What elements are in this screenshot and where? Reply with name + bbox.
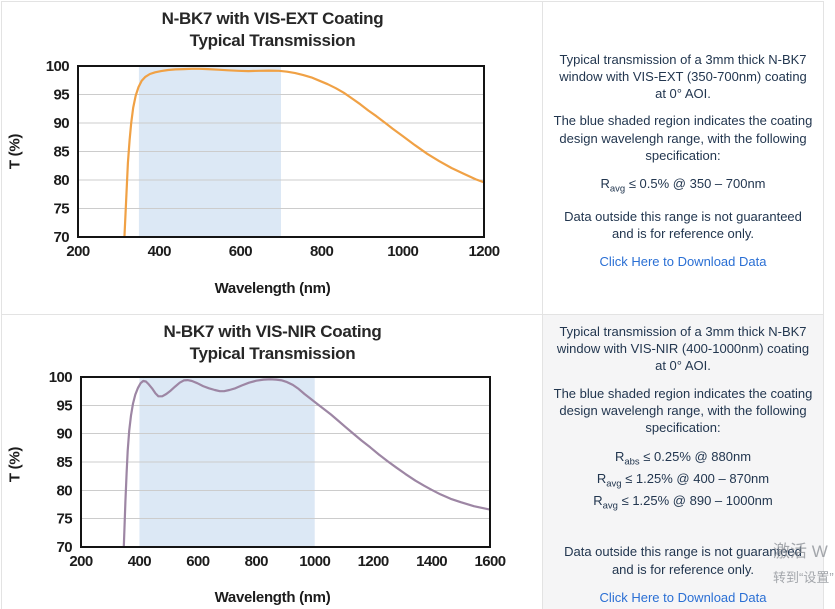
chart-title-line1: N-BK7 with VIS-EXT Coating: [161, 9, 384, 28]
vis-nir-spec-list: Rabs ≤ 0.25% @ 880nm Ravg ≤ 1.25% @ 400 –…: [593, 447, 772, 515]
svg-text:600: 600: [186, 553, 209, 570]
vis-nir-y-axis-label: T (%): [6, 446, 24, 483]
svg-text:800: 800: [245, 553, 268, 570]
row-vis-nir: N-BK7 with VIS-NIR Coating Typical Trans…: [2, 315, 823, 609]
svg-text:1600: 1600: [475, 553, 506, 570]
svg-text:75: 75: [54, 201, 70, 218]
svg-text:80: 80: [54, 172, 70, 189]
spec-line: Ravg ≤ 1.25% @ 890 – 1000nm: [593, 493, 773, 512]
svg-text:1400: 1400: [416, 553, 447, 570]
vis-nir-chart-title: N-BK7 with VIS-NIR Coating Typical Trans…: [2, 321, 543, 365]
svg-text:95: 95: [57, 397, 73, 414]
vis-ext-description-panel: Typical transmission of a 3mm thick N-BK…: [543, 2, 823, 314]
vis-ext-chart-cell: N-BK7 with VIS-EXT Coating Typical Trans…: [2, 2, 543, 314]
svg-text:85: 85: [57, 454, 73, 471]
vis-nir-summary-text: Typical transmission of a 3mm thick N-BK…: [556, 323, 810, 374]
svg-text:1000: 1000: [299, 553, 330, 570]
svg-text:1200: 1200: [358, 553, 389, 570]
svg-text:80: 80: [57, 482, 73, 499]
chart-title-line2: Typical Transmission: [189, 344, 356, 363]
svg-text:70: 70: [54, 229, 70, 246]
row-vis-ext: N-BK7 with VIS-EXT Coating Typical Trans…: [2, 2, 823, 315]
vis-ext-summary-text: Typical transmission of a 3mm thick N-BK…: [559, 51, 807, 102]
svg-text:90: 90: [57, 426, 73, 443]
vis-ext-download-data-link[interactable]: Click Here to Download Data: [599, 254, 767, 270]
svg-text:90: 90: [54, 115, 70, 132]
chart-title-line2: Typical Transmission: [189, 31, 356, 50]
vis-nir-shaded-region-text: The blue shaded region indicates the coa…: [553, 385, 813, 436]
svg-text:85: 85: [54, 144, 70, 161]
vis-nir-download-data-link[interactable]: Click Here to Download Data: [599, 589, 767, 605]
vis-ext-chart-title: N-BK7 with VIS-EXT Coating Typical Trans…: [2, 8, 543, 52]
svg-text:200: 200: [69, 553, 92, 570]
svg-text:800: 800: [310, 243, 333, 260]
svg-text:1000: 1000: [387, 243, 418, 260]
svg-text:400: 400: [148, 243, 171, 260]
spec-line: Rabs ≤ 0.25% @ 880nm: [614, 448, 752, 468]
spec-line: Ravg ≤ 0.5% @ 350 – 700nm: [600, 176, 766, 195]
svg-text:1200: 1200: [469, 243, 500, 260]
svg-text:75: 75: [57, 511, 73, 528]
svg-text:100: 100: [49, 369, 72, 386]
svg-text:200: 200: [66, 243, 89, 260]
vis-nir-description-panel: Typical transmission of a 3mm thick N-BK…: [543, 315, 823, 609]
vis-nir-x-axis-label: Wavelength (nm): [214, 589, 331, 606]
svg-text:600: 600: [229, 243, 252, 260]
vis-ext-spec-list: Ravg ≤ 0.5% @ 350 – 700nm: [600, 174, 765, 197]
spec-line: Ravg ≤ 1.25% @ 400 – 870nm: [596, 470, 770, 490]
vis-ext-shaded-region-text: The blue shaded region indicates the coa…: [553, 113, 813, 164]
vis-ext-y-axis-label: T (%): [6, 133, 24, 170]
svg-text:95: 95: [54, 87, 70, 104]
svg-text:70: 70: [57, 539, 73, 556]
vis-nir-chart-cell: N-BK7 with VIS-NIR Coating Typical Trans…: [2, 315, 543, 609]
vis-nir-disclaimer-text: Data outside this range is not guarantee…: [564, 544, 802, 577]
vis-ext-x-axis-label: Wavelength (nm): [214, 280, 331, 297]
vis-nir-plot: 70 75 80 85 90 95 100 200 400 600 800 1000 1200 1400 1…: [2, 315, 542, 609]
vis-ext-plot: 70 75 80 85 90 95 100 200 400 600 800 1000 1200: [2, 2, 542, 314]
svg-text:100: 100: [46, 58, 69, 75]
chart-title-line1: N-BK7 with VIS-NIR Coating: [163, 322, 382, 341]
svg-text:400: 400: [128, 553, 151, 570]
vis-ext-disclaimer-text: Data outside this range is not guarantee…: [564, 208, 802, 241]
